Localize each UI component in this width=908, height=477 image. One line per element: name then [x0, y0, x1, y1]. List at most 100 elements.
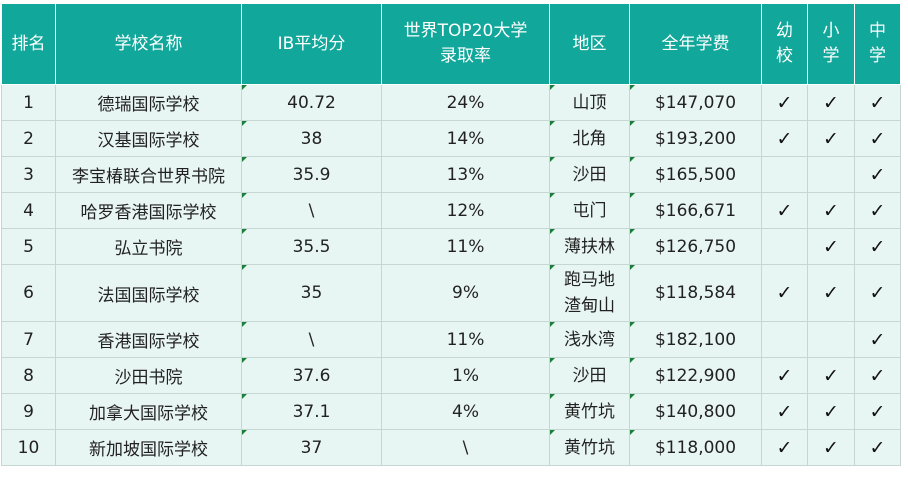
cell-kindergarten[interactable] — [761, 228, 808, 265]
cell-annual-fee[interactable]: $126,750 — [629, 228, 762, 265]
cell-top20-rate[interactable]: 9% — [381, 264, 550, 322]
cell-ib-average[interactable]: 35.9 — [241, 156, 382, 193]
cell-school-name[interactable]: 沙田书院 — [55, 357, 242, 394]
cell-top20-rate[interactable]: 11% — [381, 228, 550, 265]
cell-secondary[interactable]: ✓ — [854, 357, 901, 394]
cell-secondary[interactable]: ✓ — [854, 192, 901, 229]
cell-top20-rate[interactable]: 4% — [381, 393, 550, 430]
cell-region[interactable]: 屯门 — [549, 192, 630, 229]
cell-rank[interactable]: 10 — [1, 429, 56, 466]
cell-secondary[interactable]: ✓ — [854, 429, 901, 466]
cell-region[interactable]: 山顶 — [549, 84, 630, 121]
cell-secondary[interactable]: ✓ — [854, 84, 901, 121]
cell-ib-average[interactable]: 40.72 — [241, 84, 382, 121]
cell-annual-fee[interactable]: $140,800 — [629, 393, 762, 430]
cell-region[interactable]: 浅水湾 — [549, 321, 630, 358]
cell-secondary[interactable]: ✓ — [854, 120, 901, 157]
cell-primary[interactable]: ✓ — [807, 84, 855, 121]
cell-ib-average[interactable]: \ — [241, 321, 382, 358]
cell-region[interactable]: 沙田 — [549, 357, 630, 394]
cell-ib-average[interactable]: 37.6 — [241, 357, 382, 394]
cell-top20-rate[interactable]: 24% — [381, 84, 550, 121]
cell-primary[interactable]: ✓ — [807, 228, 855, 265]
cell-school-name[interactable]: 弘立书院 — [55, 228, 242, 265]
cell-top20-rate[interactable]: 11% — [381, 321, 550, 358]
cell-ib-average[interactable]: 35.5 — [241, 228, 382, 265]
cell-annual-fee[interactable]: $122,900 — [629, 357, 762, 394]
cell-kindergarten[interactable]: ✓ — [761, 192, 808, 229]
cell-kindergarten[interactable] — [761, 321, 808, 358]
cell-top20-rate[interactable]: 13% — [381, 156, 550, 193]
cell-primary[interactable]: ✓ — [807, 264, 855, 322]
cell-school-name[interactable]: 加拿大国际学校 — [55, 393, 242, 430]
cell-rank[interactable]: 5 — [1, 228, 56, 265]
header-secondary[interactable]: 中 学 — [854, 3, 901, 85]
cell-rank[interactable]: 4 — [1, 192, 56, 229]
cell-kindergarten[interactable] — [761, 156, 808, 193]
header-kindergarten[interactable]: 幼 校 — [761, 3, 808, 85]
cell-annual-fee[interactable]: $165,500 — [629, 156, 762, 193]
cell-ib-average[interactable]: 37.1 — [241, 393, 382, 430]
cell-annual-fee[interactable]: $147,070 — [629, 84, 762, 121]
cell-region[interactable]: 薄扶林 — [549, 228, 630, 265]
cell-primary[interactable] — [807, 321, 855, 358]
cell-annual-fee[interactable]: $118,584 — [629, 264, 762, 322]
cell-rank[interactable]: 8 — [1, 357, 56, 394]
cell-school-name[interactable]: 德瑞国际学校 — [55, 84, 242, 121]
cell-region[interactable]: 北角 — [549, 120, 630, 157]
cell-school-name[interactable]: 汉基国际学校 — [55, 120, 242, 157]
cell-rank[interactable]: 2 — [1, 120, 56, 157]
cell-secondary[interactable]: ✓ — [854, 393, 901, 430]
region-line: 屯门 — [572, 200, 607, 221]
header-primary[interactable]: 小 学 — [807, 3, 855, 85]
cell-kindergarten[interactable]: ✓ — [761, 393, 808, 430]
cell-top20-rate[interactable]: 14% — [381, 120, 550, 157]
cell-primary[interactable]: ✓ — [807, 393, 855, 430]
cell-kindergarten[interactable]: ✓ — [761, 264, 808, 322]
cell-annual-fee[interactable]: $166,671 — [629, 192, 762, 229]
cell-rank[interactable]: 1 — [1, 84, 56, 121]
header-ib-average[interactable]: IB平均分 — [241, 3, 382, 85]
header-school-name[interactable]: 学校名称 — [55, 3, 242, 85]
cell-school-name[interactable]: 法国国际学校 — [55, 264, 242, 322]
cell-region[interactable]: 跑马地 渣甸山 — [549, 264, 630, 322]
cell-primary[interactable] — [807, 156, 855, 193]
cell-ib-average[interactable]: 35 — [241, 264, 382, 322]
cell-primary[interactable]: ✓ — [807, 357, 855, 394]
cell-rank[interactable]: 6 — [1, 264, 56, 322]
cell-school-name[interactable]: 新加坡国际学校 — [55, 429, 242, 466]
header-rank[interactable]: 排名 — [1, 3, 56, 85]
cell-kindergarten[interactable]: ✓ — [761, 429, 808, 466]
cell-school-name[interactable]: 哈罗香港国际学校 — [55, 192, 242, 229]
cell-secondary[interactable]: ✓ — [854, 321, 901, 358]
cell-school-name[interactable]: 香港国际学校 — [55, 321, 242, 358]
cell-rank[interactable]: 9 — [1, 393, 56, 430]
header-top20-rate[interactable]: 世界TOP20大学 录取率 — [381, 3, 550, 85]
header-region[interactable]: 地区 — [549, 3, 630, 85]
cell-top20-rate[interactable]: \ — [381, 429, 550, 466]
cell-annual-fee[interactable]: $182,100 — [629, 321, 762, 358]
cell-rank[interactable]: 7 — [1, 321, 56, 358]
cell-primary[interactable]: ✓ — [807, 192, 855, 229]
cell-primary[interactable]: ✓ — [807, 429, 855, 466]
cell-secondary[interactable]: ✓ — [854, 264, 901, 322]
cell-ib-average[interactable]: 37 — [241, 429, 382, 466]
cell-top20-rate[interactable]: 1% — [381, 357, 550, 394]
cell-secondary[interactable]: ✓ — [854, 228, 901, 265]
cell-school-name[interactable]: 李宝椿联合世界书院 — [55, 156, 242, 193]
cell-primary[interactable]: ✓ — [807, 120, 855, 157]
cell-top20-rate[interactable]: 12% — [381, 192, 550, 229]
header-annual-fee[interactable]: 全年学费 — [629, 3, 762, 85]
cell-kindergarten[interactable]: ✓ — [761, 84, 808, 121]
cell-region[interactable]: 黄竹坑 — [549, 393, 630, 430]
cell-annual-fee[interactable]: $118,000 — [629, 429, 762, 466]
cell-region[interactable]: 沙田 — [549, 156, 630, 193]
cell-ib-average[interactable]: \ — [241, 192, 382, 229]
cell-kindergarten[interactable]: ✓ — [761, 120, 808, 157]
cell-region[interactable]: 黄竹坑 — [549, 429, 630, 466]
cell-ib-average[interactable]: 38 — [241, 120, 382, 157]
cell-annual-fee[interactable]: $193,200 — [629, 120, 762, 157]
cell-kindergarten[interactable]: ✓ — [761, 357, 808, 394]
cell-rank[interactable]: 3 — [1, 156, 56, 193]
cell-secondary[interactable]: ✓ — [854, 156, 901, 193]
